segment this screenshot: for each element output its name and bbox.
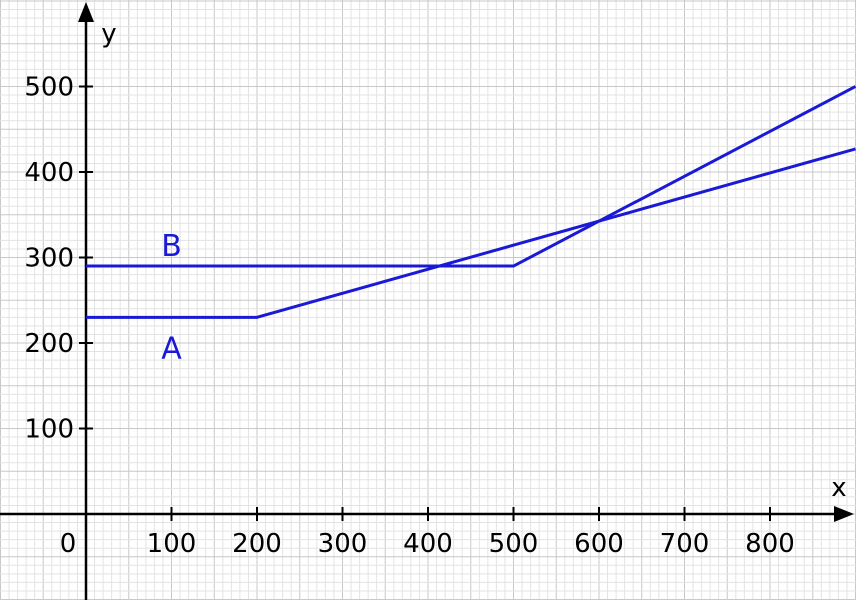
series-line-a [86,147,856,319]
series-label-b: B [161,229,182,264]
x-tick-label: 700 [660,529,710,559]
x-tick-label: 200 [232,529,282,559]
y-tick-label: 500 [24,73,74,103]
series-line-b [86,85,856,268]
x-axis-label: x [831,473,846,503]
y-tick-label: 200 [24,329,74,359]
x-tick-label: 600 [574,529,624,559]
x-tick-label: 400 [403,529,453,559]
y-tick-label: 100 [24,415,74,445]
x-tick-label: 100 [147,529,197,559]
y-axis-arrow [78,2,94,22]
x-tick-label: 500 [489,529,539,559]
y-tick-label: 300 [24,244,74,274]
origin-label: 0 [60,529,77,559]
y-axis-label: y [101,19,116,49]
series-label-a: A [161,331,182,366]
ticks: 100 200 300 400 500 600 700 800 100 200 300 400 500 [24,73,794,560]
x-axis-arrow [834,506,854,522]
x-tick-label: 800 [745,529,795,559]
x-tick-label: 300 [318,529,368,559]
series-lines [86,85,856,319]
y-tick-label: 400 [24,158,74,188]
